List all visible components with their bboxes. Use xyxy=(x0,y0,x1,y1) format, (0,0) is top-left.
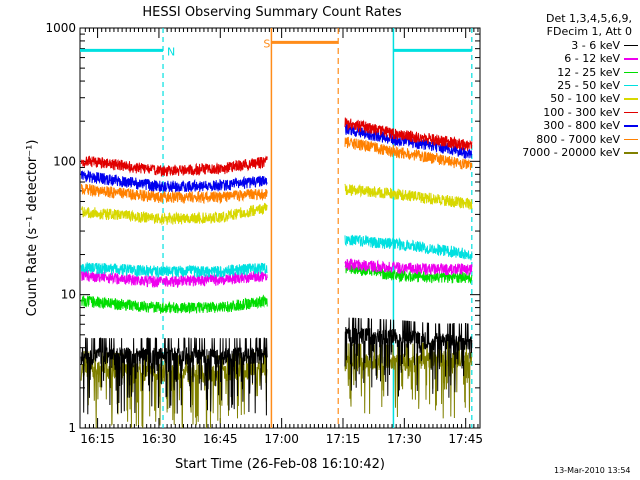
legend-entry-swatch xyxy=(624,111,638,114)
legend-entry-swatch xyxy=(624,58,638,60)
series-line-after xyxy=(344,262,473,285)
series-line-before xyxy=(80,169,268,193)
legend-header-line-2: FDecim 1, Att 0 xyxy=(546,25,632,39)
legend-entry: 100 - 300 keV xyxy=(482,106,638,119)
legend-entry-label: 6 - 12 keV xyxy=(564,52,620,66)
legend-entry-label: 12 - 25 keV xyxy=(557,65,620,79)
legend-entry-label: 3 - 6 keV xyxy=(571,38,620,52)
y-tick-labels: 1 10 100 1000 xyxy=(45,21,76,435)
x-tick-labels: 16:15 16:30 16:45 17:00 17:15 17:30 17:45 xyxy=(80,432,483,446)
series-line-after xyxy=(344,183,473,210)
y-tick-label: 1000 xyxy=(45,21,76,35)
series-line-after xyxy=(344,317,473,398)
legend-header-line-1: Det 1,3,4,5,6,9, xyxy=(545,12,632,25)
legend-entry-swatch xyxy=(624,152,638,154)
plot-frame xyxy=(79,27,481,429)
y-axis-label: Count Rate (s⁻¹ detector⁻¹) xyxy=(25,140,40,317)
legend-entry: 300 - 800 keV xyxy=(482,119,638,132)
legend-entry: 12 - 25 keV xyxy=(482,66,638,79)
flag-label: S xyxy=(263,37,270,50)
series-line-after xyxy=(344,257,473,276)
legend-entry-label: 300 - 800 keV xyxy=(543,119,620,133)
generation-timestamp: 13-Mar-2010 13:54 xyxy=(554,466,631,475)
flag-label: N xyxy=(167,45,175,58)
series-line-before xyxy=(80,337,268,416)
series-line-after xyxy=(344,117,473,151)
legend-entries: 3 - 6 keV 6 - 12 keV 12 - 25 keV 25 - 50 ke… xyxy=(482,39,638,160)
y-tick-label: 10 xyxy=(61,288,76,302)
x-axis-label: Start Time (26-Feb-08 16:10:42) xyxy=(175,457,385,472)
series-layer xyxy=(80,117,473,429)
legend-entry: 800 - 7000 keV xyxy=(482,133,638,146)
legend-entry: 6 - 12 keV xyxy=(482,52,638,65)
legend-entry-label: 50 - 100 keV xyxy=(550,92,620,106)
y-tick-label: 1 xyxy=(68,421,76,435)
series-line-before xyxy=(80,270,268,289)
legend-entry: 3 - 6 keV xyxy=(482,39,638,52)
legend-entry-swatch xyxy=(624,125,638,127)
legend-entry-label: 25 - 50 keV xyxy=(557,79,620,93)
x-tick-label: 17:30 xyxy=(387,432,422,446)
legend-entry: 25 - 50 keV xyxy=(482,79,638,92)
legend-entry-swatch xyxy=(624,98,638,100)
legend-entry-label: 7000 - 20000 keV xyxy=(522,146,620,160)
series-line-before xyxy=(80,294,268,314)
legend-entry-swatch xyxy=(624,84,638,87)
series-line-after xyxy=(344,234,473,261)
series-line-after xyxy=(344,122,473,159)
y-tick-label: 100 xyxy=(53,154,76,168)
legend-entry-swatch xyxy=(624,44,638,47)
series-line-after xyxy=(344,136,473,171)
series-line-before xyxy=(80,155,268,177)
legend-entry-label: 800 - 7000 keV xyxy=(536,132,620,146)
x-tick-label: 17:15 xyxy=(326,432,361,446)
legend-entry-swatch xyxy=(624,71,638,74)
series-line-before xyxy=(80,202,268,225)
legend: Det 1,3,4,5,6,9, FDecim 1, Att 0 3 - 6 k… xyxy=(482,12,638,159)
legend-entry-label: 100 - 300 keV xyxy=(543,105,620,119)
chart-title: HESSI Observing Summary Count Rates xyxy=(142,5,401,20)
x-tick-label: 17:45 xyxy=(448,432,483,446)
axis-ticks xyxy=(80,27,480,429)
series-line-before xyxy=(80,183,268,205)
legend-entry: 7000 - 20000 keV xyxy=(482,146,638,159)
x-tick-label: 16:15 xyxy=(80,432,115,446)
series-line-before xyxy=(80,262,268,279)
legend-entry: 50 - 100 keV xyxy=(482,92,638,105)
legend-entry-swatch xyxy=(624,138,638,141)
x-tick-label: 16:30 xyxy=(142,432,177,446)
x-tick-label: 16:45 xyxy=(203,432,238,446)
x-tick-label: 17:00 xyxy=(264,432,299,446)
